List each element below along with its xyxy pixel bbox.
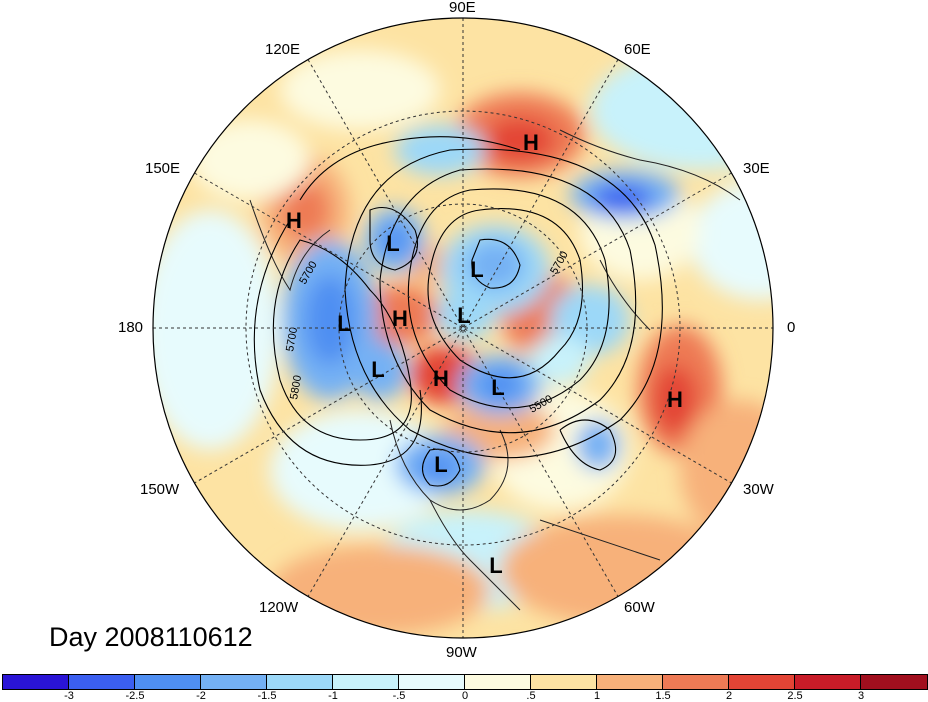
colorbar-segment [729, 675, 795, 689]
colorbar-segment [69, 675, 135, 689]
low-pressure-marker: L [337, 311, 350, 336]
lon-label-0: 0 [787, 319, 796, 336]
colorbar-segment [795, 675, 861, 689]
colorbar-tick-label: .5 [526, 690, 536, 702]
colorbar-tick-label: -2.5 [125, 690, 145, 702]
low-pressure-marker: L [491, 375, 504, 400]
colorbar-segment [861, 675, 927, 689]
colorbar-tick-label: 0 [461, 690, 469, 702]
low-pressure-marker: L [457, 303, 470, 328]
high-pressure-marker: H [392, 306, 408, 331]
low-pressure-marker: L [386, 231, 399, 256]
graticule [153, 18, 773, 638]
lon-label-30w: 30W [743, 481, 774, 498]
low-pressure-marker: L [489, 553, 502, 578]
colorbar-tick-label: -2 [196, 690, 206, 702]
lon-label-90w: 90W [446, 644, 477, 661]
high-pressure-marker: H [286, 208, 302, 233]
contour-label: 5800 [288, 374, 304, 400]
map-date-title: Day 2008110612 [49, 622, 253, 652]
colorbar-segment [3, 675, 69, 689]
colorbar [2, 674, 928, 690]
colorbar-segment [267, 675, 333, 689]
high-pressure-marker: H [433, 366, 449, 391]
colorbar-segment [465, 675, 531, 689]
colorbar-segment [597, 675, 663, 689]
colorbar-segment [333, 675, 399, 689]
colorbar-tick-label: 2.5 [787, 690, 803, 702]
colorbar-tick-label: 2 [725, 690, 733, 702]
colorbar-tick-label: 1.5 [655, 690, 671, 702]
colorbar-segment [663, 675, 729, 689]
colorbar-tick-label: -1.5 [257, 690, 277, 702]
high-pressure-marker: H [667, 387, 683, 412]
lon-label-180: 180 [118, 319, 144, 336]
lon-label-120w: 120W [259, 599, 299, 616]
colorbar-tick-label: -.5 [392, 690, 406, 702]
colorbar-tick-label: 3 [857, 690, 865, 702]
low-pressure-marker: L [371, 357, 384, 382]
colorbar-tick-label: -1 [328, 690, 338, 702]
colorbar-tick-label: -3 [64, 690, 74, 702]
lon-label-120e: 120E [265, 41, 301, 58]
map-boundary [152, 17, 774, 639]
colorbar-segment [201, 675, 267, 689]
lon-label-30e: 30E [743, 160, 770, 177]
contour-label: 5700 [284, 326, 300, 352]
low-pressure-marker: L [434, 452, 447, 477]
lon-label-150w: 150W [140, 481, 180, 498]
colorbar-segment [399, 675, 465, 689]
colorbar-segment [531, 675, 597, 689]
lon-label-90e: 90E [449, 0, 476, 16]
low-pressure-marker: L [470, 257, 483, 282]
lon-label-60e: 60E [624, 41, 651, 58]
lon-label-150e: 150E [145, 160, 181, 177]
lon-label-60w: 60W [624, 599, 655, 616]
pressure-systems: H H L H L L L H L H L L L [286, 130, 683, 578]
colorbar-tick-label: 1 [593, 690, 601, 702]
colorbar-segment [135, 675, 201, 689]
high-pressure-marker: H [523, 130, 539, 155]
height-contours [253, 136, 663, 487]
